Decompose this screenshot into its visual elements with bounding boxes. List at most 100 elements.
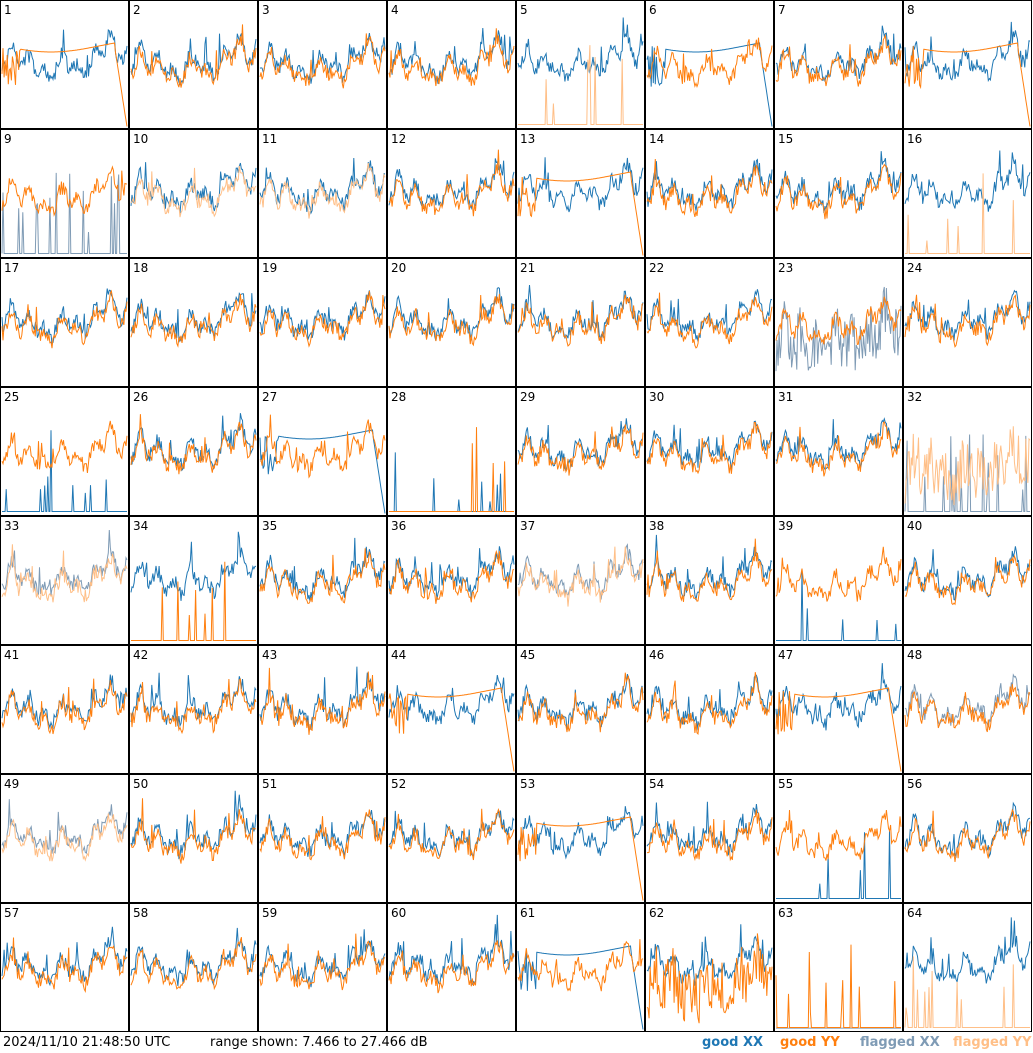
panel-25: 25 bbox=[0, 387, 129, 516]
series-yy-good bbox=[775, 163, 902, 220]
panel-label: 52 bbox=[391, 777, 406, 791]
series-yy-good bbox=[388, 940, 515, 994]
panel-frame bbox=[903, 0, 1032, 129]
series-yy-flagged bbox=[517, 546, 644, 607]
panel-28: 28 bbox=[387, 387, 516, 516]
panel-label: 57 bbox=[4, 906, 19, 920]
panel-label: 43 bbox=[262, 648, 277, 662]
panel-1: 1 bbox=[0, 0, 129, 129]
panel-frame bbox=[387, 903, 516, 1032]
panel-label: 13 bbox=[520, 132, 535, 146]
series-xx-good bbox=[517, 418, 644, 473]
panel-label: 8 bbox=[907, 3, 915, 17]
panel-12: 12 bbox=[387, 129, 516, 258]
panel-62: 62 bbox=[645, 903, 774, 1032]
panel-24: 24 bbox=[903, 258, 1032, 387]
panel-label: 44 bbox=[391, 648, 406, 662]
panel-43: 43 bbox=[258, 645, 387, 774]
series-yy-good bbox=[259, 548, 386, 604]
panel-54: 54 bbox=[645, 774, 774, 903]
panel-label: 14 bbox=[649, 132, 664, 146]
series-yy-flagged bbox=[904, 426, 1031, 506]
panel-label: 53 bbox=[520, 777, 535, 791]
panel-label: 5 bbox=[520, 3, 528, 17]
series-yy-good bbox=[1, 420, 128, 474]
panel-22: 22 bbox=[645, 258, 774, 387]
series-yy-good bbox=[904, 808, 1031, 862]
panel-label: 41 bbox=[4, 648, 19, 662]
series-xx-good bbox=[517, 285, 644, 341]
panel-frame bbox=[0, 387, 129, 516]
panel-frame bbox=[645, 903, 774, 1032]
panel-frame bbox=[258, 129, 387, 258]
panel-26: 26 bbox=[129, 387, 258, 516]
panel-29: 29 bbox=[516, 387, 645, 516]
panel-55: 55 bbox=[774, 774, 903, 903]
panel-15: 15 bbox=[774, 129, 903, 258]
series-yy-good bbox=[646, 809, 773, 862]
panel-23: 23 bbox=[774, 258, 903, 387]
panel-label: 59 bbox=[262, 906, 277, 920]
panel-9: 9 bbox=[0, 129, 129, 258]
series-yy-good bbox=[646, 538, 773, 602]
panel-57: 57 bbox=[0, 903, 129, 1032]
panel-7: 7 bbox=[774, 0, 903, 129]
series-xx-good bbox=[904, 917, 1031, 984]
series-yy-good bbox=[775, 33, 902, 87]
panel-label: 24 bbox=[907, 261, 922, 275]
panel-50: 50 bbox=[129, 774, 258, 903]
panel-46: 46 bbox=[645, 645, 774, 774]
series-yy-good bbox=[259, 414, 386, 479]
series-xx-good bbox=[646, 534, 773, 601]
panel-label: 6 bbox=[649, 3, 657, 17]
panel-label: 58 bbox=[133, 906, 148, 920]
series-xx-good bbox=[904, 289, 1031, 341]
series-yy-good bbox=[517, 294, 644, 347]
series-yy-good bbox=[775, 296, 902, 346]
panel-63: 63 bbox=[774, 903, 903, 1032]
panel-label: 3 bbox=[262, 3, 270, 17]
series-yy-good bbox=[517, 672, 644, 733]
series-yy-good bbox=[1, 42, 128, 127]
panel-frame bbox=[516, 129, 645, 258]
panel-label: 4 bbox=[391, 3, 399, 17]
panel-frame bbox=[903, 774, 1032, 903]
legend-good-yy: good YY bbox=[780, 1035, 840, 1050]
series-xx-flagged bbox=[517, 543, 644, 601]
panel-39: 39 bbox=[774, 516, 903, 645]
panel-frame bbox=[774, 129, 903, 258]
series-xx-flagged bbox=[904, 434, 1030, 512]
series-yy-good bbox=[130, 798, 257, 864]
series-yy-good bbox=[259, 667, 386, 735]
series-yy-good bbox=[259, 933, 386, 991]
panel-frame bbox=[129, 0, 258, 129]
panel-label: 48 bbox=[907, 648, 922, 662]
panel-60: 60 bbox=[387, 903, 516, 1032]
series-yy-flagged bbox=[904, 956, 1030, 1028]
panel-frame bbox=[645, 516, 774, 645]
panel-label: 55 bbox=[778, 777, 793, 791]
series-yy-good bbox=[775, 687, 902, 772]
series-yy-good bbox=[775, 944, 901, 1028]
series-yy-good bbox=[646, 158, 773, 218]
panel-label: 9 bbox=[4, 132, 12, 146]
series-xx-good bbox=[130, 33, 257, 86]
panel-label: 29 bbox=[520, 390, 535, 404]
panel-label: 18 bbox=[133, 261, 148, 275]
panel-label: 54 bbox=[649, 777, 664, 791]
panel-label: 31 bbox=[778, 390, 793, 404]
panel-49: 49 bbox=[0, 774, 129, 903]
panel-label: 42 bbox=[133, 648, 148, 662]
panel-frame bbox=[0, 645, 129, 774]
series-yy-flagged bbox=[1, 544, 128, 603]
panel-27: 27 bbox=[258, 387, 387, 516]
panel-label: 15 bbox=[778, 132, 793, 146]
panel-frame bbox=[0, 258, 129, 387]
panel-51: 51 bbox=[258, 774, 387, 903]
series-xx-good bbox=[904, 21, 1031, 83]
panel-label: 32 bbox=[907, 390, 922, 404]
series-xx-good bbox=[776, 830, 901, 899]
series-xx-good bbox=[130, 927, 257, 986]
